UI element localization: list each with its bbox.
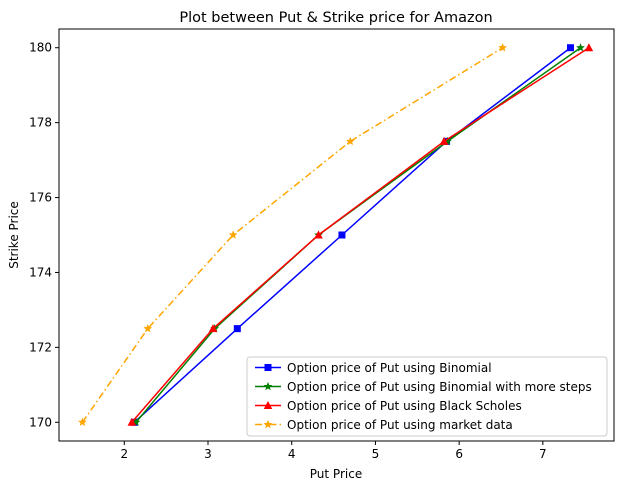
legend-label: Option price of Put using Binomial [287,361,492,375]
data-point [584,43,594,52]
y-axis: 170 172 174 176 178 180 [29,41,59,429]
x-tick-label: 2 [120,447,128,461]
series-4 [78,43,508,426]
data-point [439,136,449,145]
legend-entry: Option price of Put using Binomial [255,361,492,375]
y-tick-label: 170 [29,415,52,429]
series-line [81,47,504,423]
data-point [233,325,241,333]
x-axis: 2 3 4 5 6 7 [120,441,547,461]
y-tick-label: 178 [29,116,52,130]
legend-label: Option price of Put using Black Scholes [287,399,522,413]
series-layer [78,43,594,426]
data-point [576,43,585,52]
series-3 [127,43,594,426]
data-point [566,44,574,52]
legend-marker [263,381,273,391]
data-point [208,324,218,333]
data-point [314,230,323,239]
y-tick-label: 176 [29,191,52,205]
x-tick-label: 7 [539,447,547,461]
x-axis-label: Put Price [310,467,362,481]
legend: Option price of Put using Binomial Option… [246,356,608,437]
x-tick-label: 3 [204,447,212,461]
x-tick-label: 4 [288,447,296,461]
legend-entry: Option price of Put using Binomial with … [255,380,592,394]
data-point [78,417,87,426]
data-point [131,417,141,426]
data-point [127,417,137,426]
chart-title: Plot between Put & Strike price for Amaz… [179,10,492,26]
legend-box [246,356,608,437]
data-point [443,136,452,146]
y-tick-label: 180 [29,41,52,55]
data-point [345,136,355,146]
legend-label: Option price of Put using market data [287,418,513,432]
legend-marker [263,419,273,429]
data-point [338,231,346,239]
data-point [143,324,153,333]
legend-entry: Option price of Put using market data [255,418,513,432]
x-tick-label: 6 [455,447,463,461]
data-point [228,230,238,239]
x-tick-label: 5 [372,447,380,461]
y-tick-label: 174 [29,265,52,279]
legend-marker [264,364,272,371]
legend-marker [263,401,273,409]
y-tick-label: 172 [29,340,52,354]
legend-entry: Option price of Put using Black Scholes [255,399,522,413]
y-axis-label: Strike Price [7,201,21,269]
data-point [498,43,508,52]
legend-label: Option price of Put using Binomial with … [287,380,592,394]
